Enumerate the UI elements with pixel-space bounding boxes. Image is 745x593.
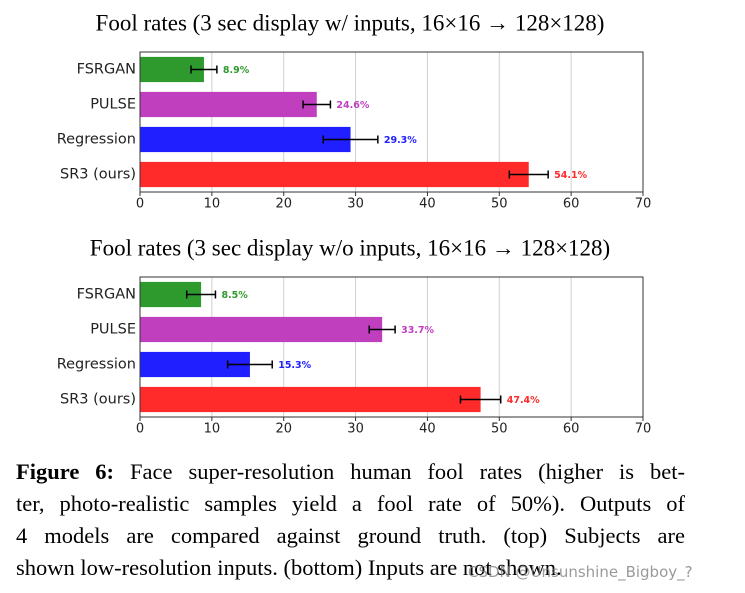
bar (140, 126, 351, 153)
x-tick-label: 0 (136, 197, 144, 212)
y-tick-label: Regression (57, 357, 136, 373)
charts: Fool rates (3 sec display w/ inputs, 16×… (57, 10, 652, 437)
y-tick-label: PULSE (90, 97, 136, 113)
x-tick-label: 50 (491, 197, 508, 212)
x-tick-label: 10 (204, 197, 221, 212)
bar (140, 161, 529, 188)
value-label: 24.6% (336, 100, 369, 111)
x-tick-label: 0 (136, 422, 144, 437)
caption-label: Figure 6: (16, 459, 115, 484)
value-label: 8.5% (221, 290, 248, 301)
bar (140, 386, 481, 413)
caption-line: Figure 6: Face super-resolution human fo… (16, 456, 685, 488)
x-tick-label: 20 (275, 422, 292, 437)
caption: Figure 6: Face super-resolution human fo… (16, 456, 685, 584)
bar (140, 316, 383, 343)
x-tick-label: 10 (204, 422, 221, 437)
y-tick-label: FSRGAN (77, 287, 136, 303)
value-label: 8.9% (223, 65, 250, 76)
value-label: 54.1% (554, 170, 587, 181)
value-label: 33.7% (401, 325, 434, 336)
caption-line: 4 models are compared against ground tru… (16, 523, 685, 548)
x-tick-label: 30 (347, 422, 364, 437)
x-tick-label: 60 (563, 197, 580, 212)
value-label: 15.3% (278, 360, 311, 371)
x-tick-label: 20 (275, 197, 292, 212)
x-tick-label: 50 (491, 422, 508, 437)
watermark: CSDN @Unsunshine_Bigboy_? (468, 563, 693, 581)
plot-frame (139, 276, 644, 418)
y-tick-label: SR3 (ours) (60, 392, 136, 408)
chart-title: Fool rates (3 sec display w/ inputs, 16×… (96, 10, 605, 35)
x-tick-label: 60 (563, 422, 580, 437)
x-tick-label: 70 (635, 422, 652, 437)
x-tick-label: 30 (347, 197, 364, 212)
y-tick-label: PULSE (90, 322, 136, 338)
bar (140, 91, 317, 118)
y-tick-label: Regression (57, 132, 136, 148)
plot-frame (139, 51, 644, 193)
value-label: 29.3% (384, 135, 417, 146)
caption-line: ter, photo-realistic samples yield a foo… (16, 491, 685, 516)
chart-title: Fool rates (3 sec display w/o inputs, 16… (90, 235, 610, 260)
y-tick-label: SR3 (ours) (60, 167, 136, 183)
x-tick-label: 40 (419, 422, 436, 437)
x-tick-label: 40 (419, 197, 436, 212)
y-tick-label: FSRGAN (77, 62, 136, 78)
caption-line: shown low-resolution inputs. (bottom) In… (16, 555, 562, 580)
value-label: 47.4% (507, 395, 540, 406)
caption-text: Face super-resolution human fool rates (… (130, 459, 686, 484)
x-tick-label: 70 (635, 197, 652, 212)
